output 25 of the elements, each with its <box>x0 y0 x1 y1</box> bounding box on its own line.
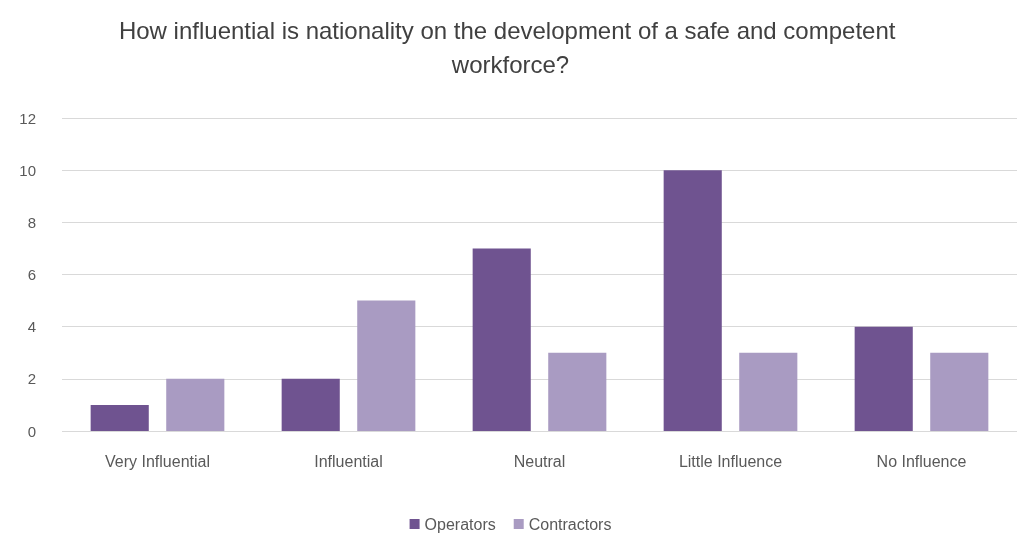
x-tick-label: Little Influence <box>678 452 783 470</box>
bar <box>357 300 416 431</box>
bar <box>472 248 531 431</box>
bar <box>90 404 149 431</box>
bar <box>739 352 798 431</box>
chart-title: How influential is nationality on the development of a safe and competent workforce? <box>118 16 903 78</box>
x-tick-label: No Influence <box>876 452 967 470</box>
bar <box>930 352 989 431</box>
legend-label: Operators <box>424 515 496 533</box>
bar <box>854 326 913 431</box>
x-tick-label: Very Influential <box>105 452 210 470</box>
bar <box>166 378 225 431</box>
x-tick-label: Influential <box>314 452 383 470</box>
bar <box>281 378 340 431</box>
y-tick-label: 10 <box>19 161 36 179</box>
y-tick-label: 0 <box>27 422 36 440</box>
y-tick-label: 2 <box>27 370 36 388</box>
bar <box>663 170 722 431</box>
bar <box>548 352 607 431</box>
legend-label: Contractors <box>528 515 612 533</box>
y-tick-label: 8 <box>27 213 36 231</box>
x-tick-label: Neutral <box>513 452 566 470</box>
y-tick-label: 4 <box>27 318 36 336</box>
y-tick-label: 6 <box>27 266 36 283</box>
y-tick-label: 12 <box>19 109 36 127</box>
